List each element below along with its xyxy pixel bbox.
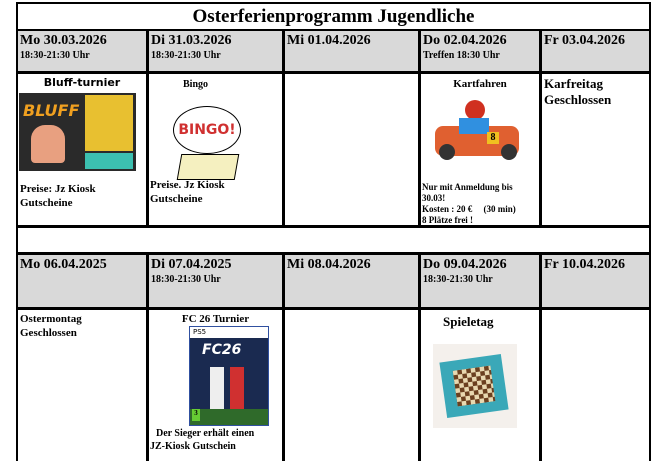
event-title: Kartfahren: [453, 78, 507, 90]
day-date: Di 31.03.2026: [151, 33, 232, 48]
day-cell-mi: [285, 310, 418, 461]
note-line: Preise: Jz Kiosk: [20, 183, 96, 195]
day-cell-fr: Karfreitag Geschlossen: [542, 74, 649, 225]
cover-platform: PS5: [190, 327, 268, 338]
day-time: Treffen 18:30 Uhr: [423, 50, 500, 61]
note-line: Preise. Jz Kiosk: [150, 179, 225, 191]
day-header: Mi 08.04.2026: [285, 255, 418, 307]
event-note: Preise: Jz Kiosk Gutscheine: [20, 182, 96, 210]
day-header: Fr 03.04.2026: [542, 31, 649, 71]
bingo-card: [176, 154, 240, 180]
day-cell-mo: Ostermontag Geschlossen: [18, 310, 146, 461]
board-games-image: [433, 344, 517, 428]
note-line: Geschlossen: [544, 92, 612, 107]
note-line: Karfreitag: [544, 76, 603, 91]
kart-wheel: [439, 144, 455, 160]
day-cell-mo: Bluff-turnier BLUFF Preise: Jz Kiosk Guts…: [18, 74, 146, 225]
day-header: Mi 01.04.2026: [285, 31, 418, 71]
day-cell-di: FC 26 Turnier PS5 FC26 3 Der Sieger erhä…: [149, 310, 282, 461]
day-time: 18:30-21:30 Uhr: [151, 274, 221, 285]
day-date: Mi 08.04.2026: [287, 257, 371, 272]
player-figure: [210, 367, 224, 411]
day-date: Di 07.04.2025: [151, 257, 232, 272]
day-header: Fr 10.04.2026: [542, 255, 649, 307]
event-note: Preise. Jz Kiosk Gutscheine: [150, 178, 225, 206]
note-line: Nur mit Anmeldung bis: [422, 182, 513, 192]
day-cell-mi: [285, 74, 418, 225]
kart-number: 8: [487, 132, 499, 144]
note-line: Gutscheine: [150, 193, 203, 205]
day-cell-fr: [542, 310, 649, 461]
day-time: 18:30-21:30 Uhr: [151, 50, 221, 61]
player-figure: [230, 367, 244, 411]
day-header: Di 07.04.2025 18:30-21:30 Uhr: [149, 255, 282, 307]
event-title: Bluff-turnier: [43, 76, 121, 89]
cover-title: FC26: [202, 342, 242, 358]
cartoon-figure: [31, 125, 65, 163]
event-note: Der Sieger erhält einen JZ-Kiosk Gutschei…: [150, 427, 254, 453]
day-cell-do: Kartfahren 8 Nur mit Anmeldung bis 30.03…: [421, 74, 539, 225]
day-cell-do: Spieletag: [421, 310, 539, 461]
fc26-cover-image: PS5 FC26 3: [189, 326, 269, 426]
event-title: FC 26 Turnier: [181, 313, 250, 325]
note-line: 8 Plätze frei !: [422, 215, 474, 225]
bluff-game-image: BLUFF: [19, 93, 136, 171]
page-title: Osterferienprogramm Jugendliche: [18, 4, 649, 29]
note-line: Ostermontag: [20, 313, 82, 325]
day-header: Di 31.03.2026 18:30-21:30 Uhr: [149, 31, 282, 71]
game-board: [439, 353, 509, 419]
day-header: Do 09.04.2026 18:30-21:30 Uhr: [421, 255, 539, 307]
day-date: Do 02.04.2026: [423, 33, 507, 48]
day-header: Do 02.04.2026 Treffen 18:30 Uhr: [421, 31, 539, 71]
image-logo-text: BLUFF: [23, 101, 80, 120]
day-date: Mo 06.04.2025: [20, 257, 107, 272]
note-line: JZ-Kiosk Gutschein: [150, 441, 236, 452]
day-header: Mo 30.03.2026 18:30-21:30 Uhr: [18, 31, 146, 71]
bingo-image: BINGO!: [173, 106, 241, 154]
day-time: 18:30-21:30 Uhr: [20, 50, 90, 61]
day-date: Mi 01.04.2026: [287, 33, 371, 48]
day-cell-di: Bingo BINGO! Preise. Jz Kiosk Gutscheine: [149, 74, 282, 225]
day-date: Fr 10.04.2026: [544, 257, 626, 272]
dice-stack: [85, 95, 133, 151]
day-header: Mo 06.04.2025: [18, 255, 146, 307]
note-line: Gutscheine: [20, 197, 73, 209]
kart-helmet: [465, 100, 485, 120]
spacer-row: [18, 228, 649, 252]
note-line: Der Sieger erhält einen: [156, 428, 255, 439]
day-time: 18:30-21:30 Uhr: [423, 274, 493, 285]
kart-image: 8: [435, 100, 519, 160]
schedule-table: Osterferienprogramm Jugendliche Mo 30.03…: [16, 2, 651, 461]
note-line: Kosten : 20 € (30 min): [422, 204, 516, 214]
day-date: Fr 03.04.2026: [544, 33, 626, 48]
kart-wheel: [501, 144, 517, 160]
kart-driver: [459, 118, 489, 134]
event-title: Spieletag: [443, 314, 494, 329]
note-line: Geschlossen: [20, 327, 77, 339]
event-note: Nur mit Anmeldung bis 30.03! Kosten : 20…: [422, 182, 516, 225]
day-date: Mo 30.03.2026: [20, 33, 107, 48]
event-title: Bingo: [183, 79, 209, 90]
pitch: [190, 409, 268, 425]
chessboard: [452, 365, 496, 407]
board-strip: [85, 153, 133, 169]
note-line: 30.03!: [422, 193, 446, 203]
day-date: Do 09.04.2026: [423, 257, 507, 272]
pegi-rating: 3: [192, 409, 200, 421]
